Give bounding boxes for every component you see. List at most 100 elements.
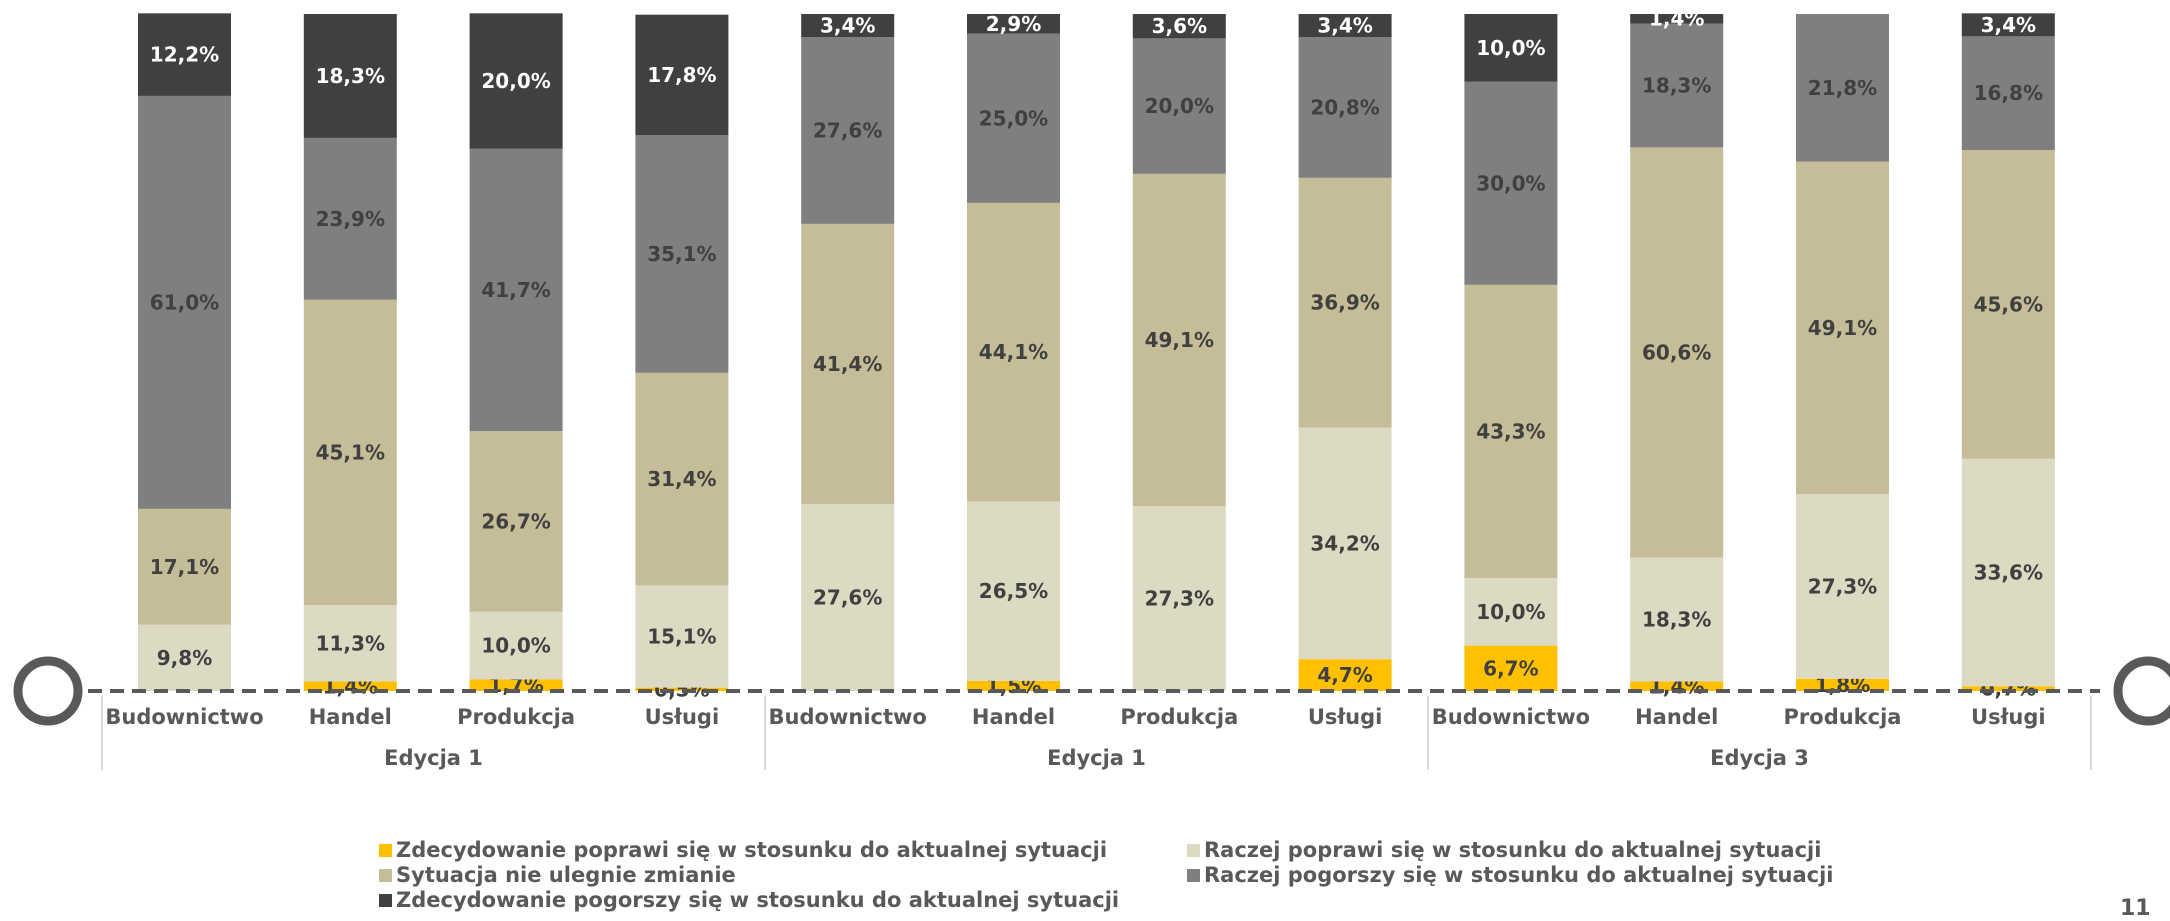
bar-segment	[1961, 13, 2055, 37]
data-label: 36,9%	[1310, 291, 1379, 315]
data-label: 9,8%	[157, 646, 212, 670]
category-label: Handel	[1635, 705, 1718, 729]
data-label: 3,4%	[820, 14, 875, 38]
bar-segment	[1796, 161, 1889, 494]
bar-segment	[1298, 427, 1392, 660]
bar-segment	[1464, 284, 1558, 578]
category-label: Usługi	[1971, 705, 2046, 729]
data-label: 18,3%	[1642, 608, 1711, 632]
data-label: 45,1%	[316, 440, 385, 464]
bar-segment	[1132, 506, 1226, 691]
bar-segment	[469, 611, 563, 680]
category-label: Produkcja	[1784, 705, 1902, 729]
category-label: Budownictwo	[769, 705, 927, 729]
bar-segment	[1630, 14, 1724, 24]
bar-segment	[1630, 681, 1724, 691]
category-label: Usługi	[645, 705, 720, 729]
bar-segment	[138, 624, 231, 691]
data-label: 15,1%	[647, 625, 716, 649]
data-label: 12,2%	[150, 43, 219, 67]
bar-segment	[138, 95, 231, 509]
bar-segment	[469, 148, 563, 432]
bar-segment	[1630, 147, 1724, 558]
group-label: Edycja 1	[1047, 746, 1146, 770]
data-label: 18,3%	[1642, 73, 1711, 97]
data-label: 10,0%	[1476, 36, 1545, 60]
baseline-right-circle	[2113, 656, 2170, 726]
bar-segment	[1796, 493, 1889, 679]
bar-segment	[801, 223, 895, 505]
data-label: 60,6%	[1642, 341, 1711, 365]
data-label: 34,2%	[1310, 531, 1379, 555]
data-label: 45,6%	[1974, 292, 2043, 316]
bar-segment	[1464, 577, 1558, 646]
bar-segment	[635, 135, 729, 373]
group-label: Edycja 1	[384, 746, 483, 770]
data-label: 27,3%	[1145, 587, 1214, 611]
bar-segment	[635, 585, 729, 688]
bar-segment	[1298, 659, 1392, 691]
data-label: 1,4%	[1649, 7, 1704, 31]
data-label: 27,3%	[1808, 574, 1877, 598]
category-label: Handel	[972, 705, 1055, 729]
bar-segment	[967, 33, 1060, 203]
bar-segment	[1464, 645, 1558, 691]
bar-segment	[138, 508, 231, 625]
bar-segment	[303, 137, 397, 300]
bar-segment	[1298, 177, 1392, 428]
bar-segment	[635, 687, 729, 691]
bar-segment	[967, 680, 1060, 691]
data-label: 16,8%	[1974, 81, 2043, 105]
category-label: Handel	[309, 705, 392, 729]
data-label: 20,0%	[481, 69, 550, 93]
data-label: 41,7%	[481, 278, 550, 302]
group-label: Edycja 3	[1710, 746, 1809, 770]
category-label: Budownictwo	[1432, 705, 1590, 729]
data-label: 3,4%	[1317, 14, 1372, 38]
bar-segment	[1132, 173, 1226, 507]
bar-segment	[1298, 14, 1392, 38]
bar-segment	[1961, 458, 2055, 687]
bar-segment	[1630, 557, 1724, 682]
bar-segment	[1961, 150, 2055, 459]
page-number: 11	[2120, 896, 2151, 921]
data-label: 10,0%	[1476, 600, 1545, 624]
data-label: 2,9%	[986, 12, 1041, 36]
bar-segment	[469, 679, 563, 691]
category-label: Produkcja	[457, 705, 575, 729]
data-label: 6,7%	[1483, 656, 1538, 680]
data-label: 44,1%	[979, 340, 1048, 364]
bar-segment	[303, 681, 397, 691]
bar-segment	[801, 14, 895, 38]
data-label: 11,3%	[316, 631, 385, 655]
data-label: 49,1%	[1808, 316, 1877, 340]
data-label: 30,0%	[1476, 171, 1545, 195]
bar-segment	[635, 372, 729, 586]
data-label: 49,1%	[1145, 328, 1214, 352]
bar-segment	[1132, 38, 1226, 174]
category-label: Budownictwo	[105, 705, 263, 729]
bar-segment	[1298, 37, 1392, 178]
data-label: 3,4%	[1981, 13, 2036, 37]
bar-segment	[801, 37, 895, 224]
bar-segment	[1796, 14, 1889, 162]
data-label: 31,4%	[647, 467, 716, 491]
data-label: 26,7%	[481, 509, 550, 533]
baseline-left-circle	[13, 656, 83, 726]
data-label: 27,6%	[813, 118, 882, 142]
bar-segment	[967, 202, 1060, 502]
category-label: Produkcja	[1120, 705, 1238, 729]
data-label: 10,0%	[481, 634, 550, 658]
bar-segment	[967, 501, 1060, 681]
bar-segment	[967, 14, 1060, 34]
category-label: Usługi	[1308, 705, 1383, 729]
data-label: 17,1%	[150, 555, 219, 579]
bar-segment	[801, 504, 895, 691]
data-label: 61,0%	[150, 290, 219, 314]
bar-segment	[138, 13, 231, 96]
data-label: 33,6%	[1974, 561, 2043, 585]
bar-segment	[303, 299, 397, 606]
data-label: 17,8%	[647, 63, 716, 87]
bar-segment	[469, 431, 563, 612]
data-label: 4,7%	[1317, 663, 1372, 687]
